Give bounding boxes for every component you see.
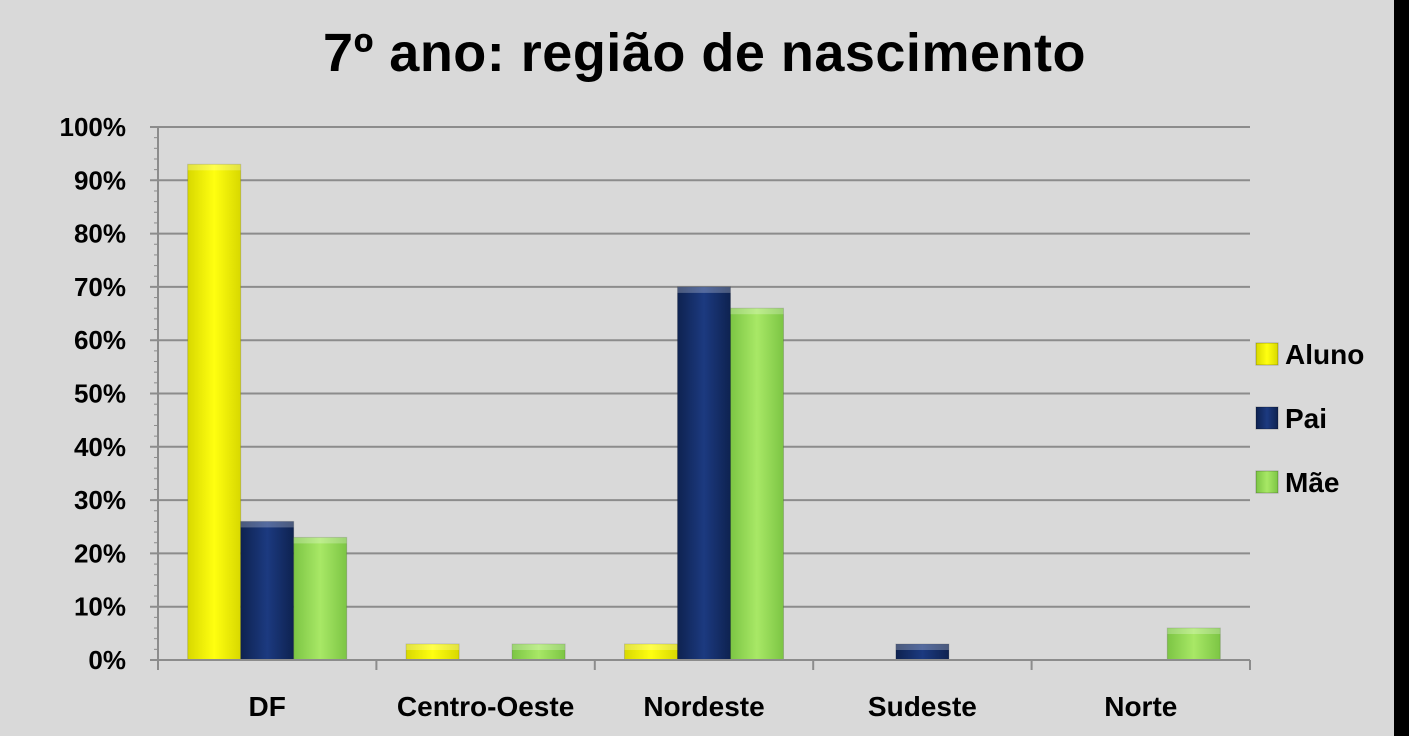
bar-highlight xyxy=(730,308,784,315)
bar-highlight xyxy=(406,644,460,651)
legend-swatch xyxy=(1255,342,1279,366)
bar-highlight xyxy=(624,644,678,651)
bar-pai xyxy=(677,286,731,661)
x-tick-label: Sudeste xyxy=(868,691,977,722)
x-tick-label: Nordeste xyxy=(643,691,764,722)
y-tick-label: 80% xyxy=(74,219,126,249)
y-tick-label: 90% xyxy=(74,165,126,195)
bar-mãe xyxy=(293,536,348,661)
legend-label: Aluno xyxy=(1285,339,1364,370)
x-tick-label: Centro-Oeste xyxy=(397,691,574,722)
y-tick-label: 30% xyxy=(74,485,126,515)
chart-title: 7º ano: região de nascimento xyxy=(323,23,1086,83)
bar-mãe xyxy=(730,307,784,661)
y-tick-label: 100% xyxy=(60,112,127,142)
legend-swatch xyxy=(1255,406,1279,430)
y-tick-label: 70% xyxy=(74,272,126,302)
x-tick-label: DF xyxy=(249,691,286,722)
y-tick-label: 10% xyxy=(74,592,126,622)
legend-label: Pai xyxy=(1285,403,1327,434)
legend-swatch xyxy=(1255,470,1279,494)
bar-highlight xyxy=(677,286,731,293)
y-tick-label: 60% xyxy=(74,325,126,355)
y-tick-label: 20% xyxy=(74,538,126,568)
bar-highlight xyxy=(895,644,949,651)
legend-label: Mãe xyxy=(1285,467,1339,498)
bar-highlight xyxy=(240,521,294,528)
y-tick-label: 50% xyxy=(74,379,126,409)
bar-highlight xyxy=(187,164,241,171)
bar-highlight xyxy=(293,537,347,544)
y-tick-label: 0% xyxy=(88,645,126,675)
bar-aluno xyxy=(187,163,242,661)
x-tick-label: Norte xyxy=(1104,691,1177,722)
bar-pai xyxy=(240,520,295,661)
bar-highlight xyxy=(1167,628,1221,635)
y-tick-label: 40% xyxy=(74,432,126,462)
bar-highlight xyxy=(512,644,566,651)
